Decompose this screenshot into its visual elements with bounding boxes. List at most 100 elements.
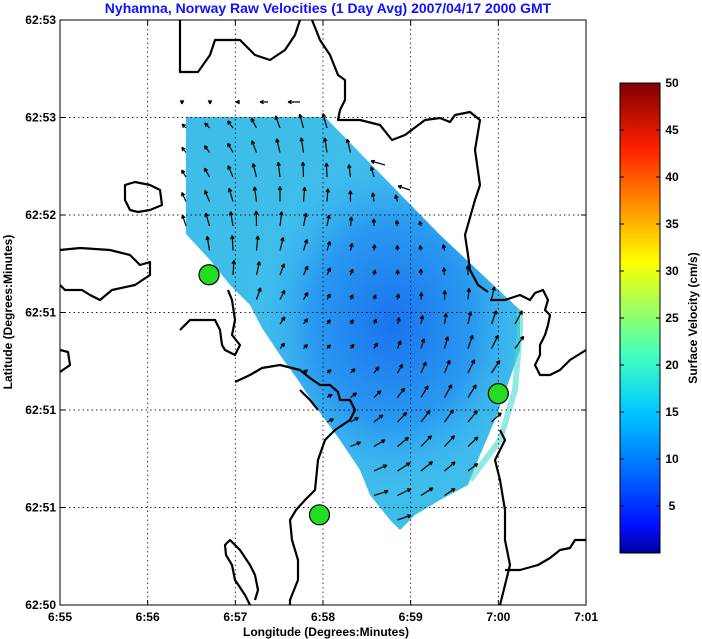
colorbar-ticks: 5 10 15 20 25 30 35 40 45 50: [620, 76, 679, 513]
velocity-arrow: [255, 261, 261, 276]
velocity-arrow: [395, 269, 400, 276]
x-tick-label: 6:58: [311, 610, 335, 624]
velocity-arrow: [373, 439, 386, 448]
velocity-arrow: [397, 387, 406, 398]
velocity-arrow: [418, 245, 423, 251]
velocity-arrow: [467, 436, 479, 447]
velocity-arrow: [349, 319, 354, 325]
velocity-arrow: [322, 137, 328, 153]
velocity-arrow: [420, 435, 433, 447]
velocity-arrow: [350, 441, 361, 448]
velocity-arrow: [372, 318, 377, 325]
velocity-arrow: [467, 410, 478, 423]
velocity-arrow: [396, 363, 404, 374]
velocity-arrow: [394, 220, 400, 227]
velocity-arrow: [287, 99, 300, 105]
velocity-arrow: [420, 385, 429, 398]
velocity-arrow: [348, 216, 354, 227]
velocity-arrow: [326, 267, 331, 276]
velocity-arrow: [349, 268, 354, 276]
velocity-arrow: [418, 268, 424, 276]
y-axis-ticks: 62:50 62:51 62:51 62:51 62:52 62:53 62:53: [25, 13, 586, 612]
velocity-arrow: [372, 294, 377, 300]
velocity-arrow: [250, 117, 258, 129]
velocity-arrow: [371, 218, 377, 227]
velocity-arrow: [441, 244, 447, 251]
velocity-arrow: [467, 334, 474, 349]
colorbar-tick-label: 5: [669, 499, 676, 513]
velocity-arrow: [420, 361, 427, 374]
velocity-arrow: [442, 290, 448, 300]
x-tick-label: 7:01: [574, 610, 598, 624]
velocity-arrow: [443, 359, 451, 374]
velocity-arrow: [181, 146, 187, 153]
velocity-arrow: [227, 187, 234, 202]
velocity-arrow: [255, 287, 262, 300]
velocity-arrow: [373, 342, 378, 349]
velocity-arrow: [251, 163, 258, 178]
velocity-arrow: [204, 122, 210, 129]
velocity-arrow: [490, 286, 496, 300]
velocity-arrow: [350, 343, 355, 349]
velocity-arrow: [303, 369, 309, 374]
colorbar-label: Surface Velocity (cm/s): [686, 252, 700, 383]
y-tick-label: 62:50: [25, 598, 56, 612]
velocity-arrow: [441, 267, 447, 276]
velocity-arrow: [235, 99, 240, 105]
velocity-arrow: [302, 239, 309, 251]
velocity-arrow: [181, 192, 187, 202]
y-tick-label: 62:53: [25, 13, 56, 27]
velocity-arrow: [279, 237, 285, 251]
velocity-arrow: [467, 384, 477, 398]
velocity-arrow: [467, 359, 476, 374]
velocity-arrow: [420, 461, 434, 472]
velocity-arrow: [279, 211, 284, 227]
velocity-arrow: [259, 99, 268, 105]
velocity-arrow: [372, 269, 377, 276]
velocity-arrow: [370, 192, 376, 202]
velocity-arrow: [302, 186, 307, 202]
velocity-arrow: [418, 292, 424, 300]
velocity-arrow: [350, 416, 359, 423]
velocity-arrow: [418, 220, 423, 227]
radar-sites: [198, 264, 509, 526]
velocity-arrow: [326, 293, 331, 300]
velocity-arrow: [370, 159, 386, 166]
velocity-arrow: [373, 366, 380, 374]
velocity-arrow: [397, 184, 411, 191]
velocity-arrow: [303, 318, 309, 325]
x-tick-label: 6:56: [136, 610, 160, 624]
velocity-arrow: [230, 235, 235, 251]
velocity-arrow: [397, 436, 410, 447]
velocity-arrow: [299, 137, 305, 153]
velocity-arrow: [465, 265, 471, 276]
velocity-arrow: [181, 169, 187, 178]
y-tick-label: 62:51: [25, 306, 56, 320]
velocity-arrow: [326, 214, 331, 227]
y-tick-label: 62:52: [25, 208, 56, 222]
velocity-field-edge: [467, 310, 523, 482]
velocity-arrow: [396, 317, 401, 325]
velocity-arrow: [443, 384, 453, 398]
velocity-arrow: [204, 190, 211, 202]
velocity-arrow: [326, 369, 332, 374]
velocity-arrow: [324, 162, 329, 178]
y-tick-label: 62:53: [25, 111, 56, 125]
y-tick-label: 62:51: [25, 501, 56, 515]
velocity-arrow: [395, 245, 400, 251]
colorbar-tick-label: 20: [665, 358, 679, 372]
x-tick-label: 6:59: [399, 610, 423, 624]
velocity-arrow: [302, 292, 309, 300]
velocity-arrow: [326, 418, 335, 423]
velocity-arrow: [205, 235, 211, 251]
chart-title: Nyhamna, Norway Raw Velocities (1 Day Av…: [105, 0, 552, 16]
velocity-arrow: [227, 165, 234, 178]
velocity-arrow: [302, 212, 308, 227]
velocity-arrow: [250, 140, 258, 153]
radar-site-marker: [308, 504, 331, 526]
y-tick-label: 62:51: [25, 403, 56, 417]
velocity-arrow: [253, 210, 259, 227]
velocity-arrow: [373, 414, 384, 423]
velocity-arrow: [444, 461, 456, 472]
